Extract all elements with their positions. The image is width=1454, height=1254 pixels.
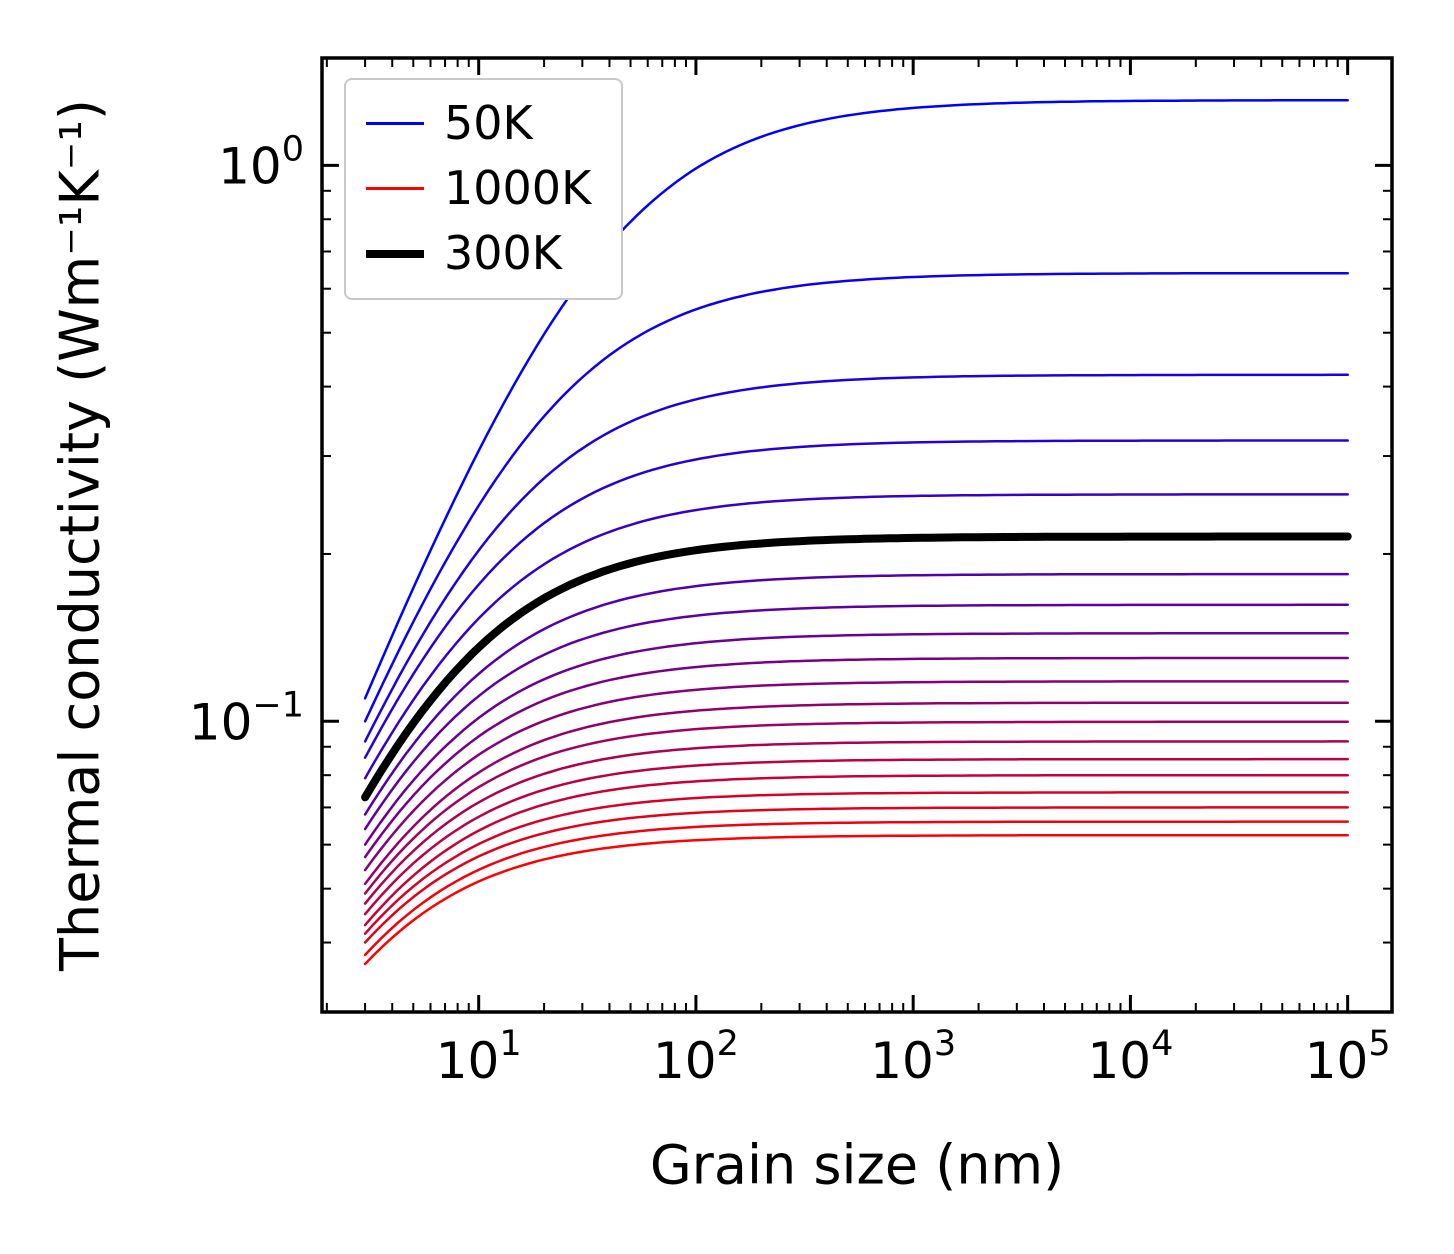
legend-entry-1000k: 1000K	[366, 161, 591, 216]
x-axis-label: Grain size (nm)	[649, 1133, 1065, 1197]
y-tick-label: 10−1	[189, 685, 304, 751]
series-line-900k	[363, 806, 1349, 944]
legend-label: 1000K	[444, 161, 592, 216]
y-axis-label: Thermal conductivity (Wm⁻¹K⁻¹)	[48, 99, 112, 971]
series-line-300k	[361, 532, 1352, 802]
series-line-600k	[363, 701, 1349, 886]
legend-entry-300k: 300K	[366, 226, 591, 281]
series-line-750k	[363, 757, 1349, 916]
series-line-550k	[363, 680, 1349, 872]
series-line-350k	[363, 572, 1349, 816]
series-line-150k	[363, 373, 1349, 743]
x-tick-label: 104	[1087, 1024, 1173, 1090]
legend-line-sample-1000k	[366, 187, 424, 191]
series-line-250k	[363, 493, 1349, 780]
legend: 50K 1000K 300K	[344, 78, 624, 300]
x-tick-label: 103	[870, 1024, 956, 1090]
tick-labels: 101 102 103 104 105 100 10−1	[189, 129, 1391, 1090]
series-line-200k	[363, 439, 1349, 759]
series-line-100k	[363, 271, 1349, 723]
series-line-450k	[363, 632, 1349, 846]
series-line-1000k	[363, 833, 1349, 966]
x-tick-label: 101	[436, 1024, 522, 1090]
series-line-400k	[363, 603, 1349, 831]
series-line-950k	[363, 820, 1349, 957]
series-line-500k	[363, 656, 1349, 859]
x-tick-label: 105	[1305, 1024, 1391, 1090]
series-line-650k	[363, 720, 1349, 895]
x-tick-label: 102	[653, 1024, 739, 1090]
series-line-800k	[363, 773, 1349, 927]
series-lines	[361, 98, 1352, 966]
legend-label: 50K	[444, 96, 533, 150]
legend-line-sample-50k	[366, 122, 424, 126]
legend-label: 300K	[444, 226, 562, 281]
series-line-850k	[363, 791, 1349, 935]
legend-entry-50k: 50K	[366, 96, 591, 151]
series-line-50k	[363, 98, 1349, 700]
plot-frame	[320, 56, 1394, 1014]
y-tick-label: 100	[218, 129, 304, 195]
legend-line-sample-300k	[366, 249, 424, 258]
series-line-700k	[363, 740, 1349, 905]
